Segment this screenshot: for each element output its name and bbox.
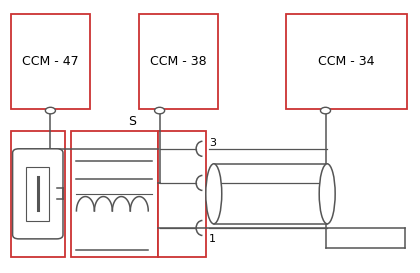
- Text: CCM - 47: CCM - 47: [22, 55, 79, 68]
- Bar: [139, 14, 218, 109]
- Ellipse shape: [319, 164, 335, 224]
- Bar: [71, 131, 158, 257]
- Ellipse shape: [206, 164, 222, 224]
- Text: 3: 3: [209, 138, 216, 148]
- Bar: [26, 167, 50, 221]
- FancyBboxPatch shape: [13, 149, 63, 239]
- Text: 1: 1: [209, 234, 216, 244]
- Circle shape: [155, 107, 165, 114]
- Text: CCM - 34: CCM - 34: [318, 55, 375, 68]
- Text: CCM - 38: CCM - 38: [150, 55, 207, 68]
- Bar: [286, 14, 407, 109]
- Text: S: S: [128, 115, 136, 128]
- Circle shape: [45, 107, 55, 114]
- Circle shape: [320, 107, 331, 114]
- Bar: [158, 131, 206, 257]
- Bar: [10, 131, 65, 257]
- Bar: [10, 14, 90, 109]
